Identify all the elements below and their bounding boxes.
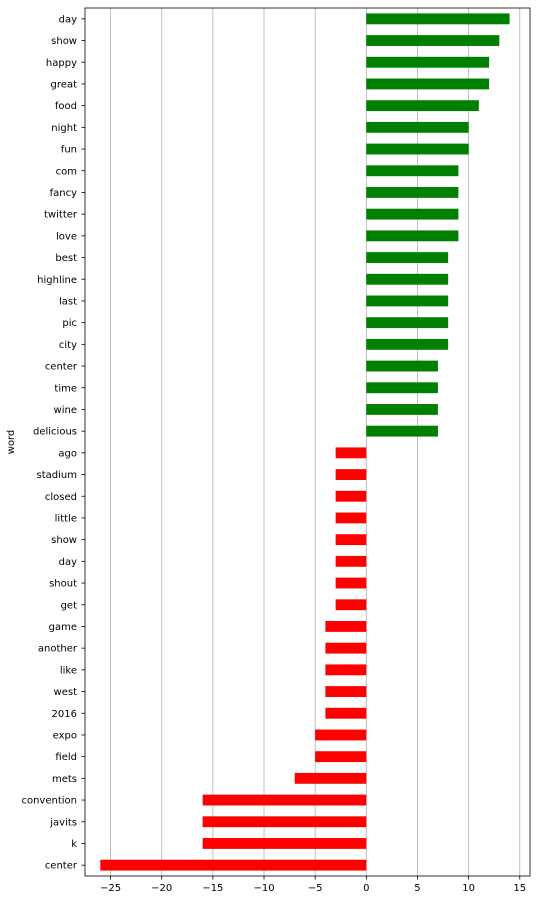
bar-great bbox=[366, 78, 490, 90]
y-tick-label: night bbox=[51, 123, 77, 134]
bar-mets bbox=[294, 772, 367, 784]
bar-delicious bbox=[366, 425, 438, 437]
x-tick-label: 0 bbox=[363, 883, 369, 894]
bar-convention bbox=[202, 794, 367, 806]
y-tick-label: happy bbox=[46, 58, 77, 69]
y-tick-label: game bbox=[49, 622, 77, 633]
y-tick-label: expo bbox=[53, 730, 77, 741]
y-tick-label: show bbox=[51, 36, 77, 47]
bar-closed bbox=[335, 490, 367, 502]
y-tick-label: center bbox=[45, 362, 78, 373]
y-tick-label: closed bbox=[45, 492, 77, 503]
y-tick-label: another bbox=[38, 644, 78, 655]
y-tick-label: great bbox=[51, 79, 78, 90]
y-tick-label: wine bbox=[54, 405, 77, 416]
bar-west bbox=[325, 686, 367, 697]
y-tick-label: best bbox=[55, 253, 77, 264]
y-tick-label: highline bbox=[37, 275, 77, 286]
y-tick-label: delicious bbox=[33, 427, 77, 438]
y-tick-label: com bbox=[56, 166, 77, 177]
y-tick-label: get bbox=[61, 600, 78, 611]
y-tick-label: food bbox=[55, 101, 77, 112]
bar-time bbox=[366, 382, 438, 394]
bar-another bbox=[325, 642, 367, 654]
bar-twitter bbox=[366, 208, 459, 220]
y-tick-label: like bbox=[60, 665, 77, 676]
bar-little bbox=[335, 512, 367, 524]
bar-javits bbox=[202, 816, 367, 828]
y-tick-label: field bbox=[55, 752, 77, 763]
bar-game bbox=[325, 621, 367, 632]
bar-pic bbox=[366, 317, 449, 329]
y-tick-label: twitter bbox=[44, 210, 78, 221]
bar-fancy bbox=[366, 187, 459, 198]
y-tick-label: little bbox=[55, 513, 77, 524]
bar-get bbox=[335, 599, 367, 611]
bar-happy bbox=[366, 56, 490, 68]
x-tick-label: −10 bbox=[253, 883, 274, 894]
bar-ago bbox=[335, 447, 367, 459]
y-axis-label: word bbox=[6, 430, 17, 455]
y-tick-label: west bbox=[54, 687, 78, 698]
bar-like bbox=[325, 664, 367, 676]
y-tick-label: mets bbox=[52, 774, 77, 785]
y-tick-label: day bbox=[59, 14, 77, 25]
bar-center bbox=[100, 859, 367, 871]
bar-day bbox=[366, 13, 510, 25]
x-tick-label: −15 bbox=[202, 883, 223, 894]
bar-com bbox=[366, 165, 459, 177]
y-tick-label: city bbox=[59, 340, 77, 351]
y-tick-label: 2016 bbox=[52, 709, 77, 720]
grid-lines bbox=[110, 8, 521, 876]
bar-show bbox=[366, 35, 500, 46]
bar-wine bbox=[366, 404, 438, 415]
bar-night bbox=[366, 121, 469, 133]
y-tick-label: day bbox=[59, 557, 77, 568]
bars bbox=[100, 13, 510, 871]
bar-expo bbox=[315, 729, 367, 741]
bar-2016 bbox=[325, 707, 367, 719]
y-tick-label: convention bbox=[21, 796, 77, 807]
bar-city bbox=[366, 338, 449, 350]
bar-show bbox=[335, 534, 367, 546]
bar-day bbox=[335, 555, 367, 567]
y-tick-label: k bbox=[71, 839, 77, 850]
bar-best bbox=[366, 252, 449, 263]
bar-k bbox=[202, 838, 367, 849]
y-tick-label: love bbox=[56, 231, 77, 242]
x-tick-label: −25 bbox=[100, 883, 121, 894]
y-tick-label: last bbox=[59, 296, 77, 307]
bar-shout bbox=[335, 577, 367, 589]
bar-last bbox=[366, 295, 449, 307]
bar-love bbox=[366, 230, 459, 242]
y-tick-label: ago bbox=[58, 448, 77, 459]
x-tick-label: −5 bbox=[308, 883, 323, 894]
y-axis: day show happy great food night fun com fancy twi… bbox=[21, 14, 85, 872]
bar-stadium bbox=[335, 469, 367, 480]
y-tick-label: show bbox=[51, 535, 77, 546]
y-tick-label: stadium bbox=[37, 470, 77, 481]
x-tick-label: −20 bbox=[151, 883, 172, 894]
x-axis: −25 −20 −15 −10 −5 0 5 10 15 bbox=[100, 876, 526, 894]
y-tick-label: fun bbox=[61, 145, 77, 156]
y-tick-label: fancy bbox=[50, 188, 77, 199]
bar-field bbox=[315, 751, 367, 763]
plot-frame bbox=[84, 7, 531, 877]
bar-highline bbox=[366, 273, 449, 285]
x-tick-label: 15 bbox=[513, 883, 526, 894]
y-tick-label: javits bbox=[49, 817, 77, 828]
y-tick-label: center bbox=[45, 861, 78, 872]
x-tick-label: 10 bbox=[462, 883, 475, 894]
bar-fun bbox=[366, 143, 469, 155]
y-tick-label: time bbox=[54, 383, 77, 394]
bar-food bbox=[366, 100, 479, 112]
y-tick-label: shout bbox=[49, 579, 77, 590]
y-tick-label: pic bbox=[62, 318, 77, 329]
x-tick-label: 5 bbox=[414, 883, 420, 894]
bar-center bbox=[366, 360, 438, 372]
